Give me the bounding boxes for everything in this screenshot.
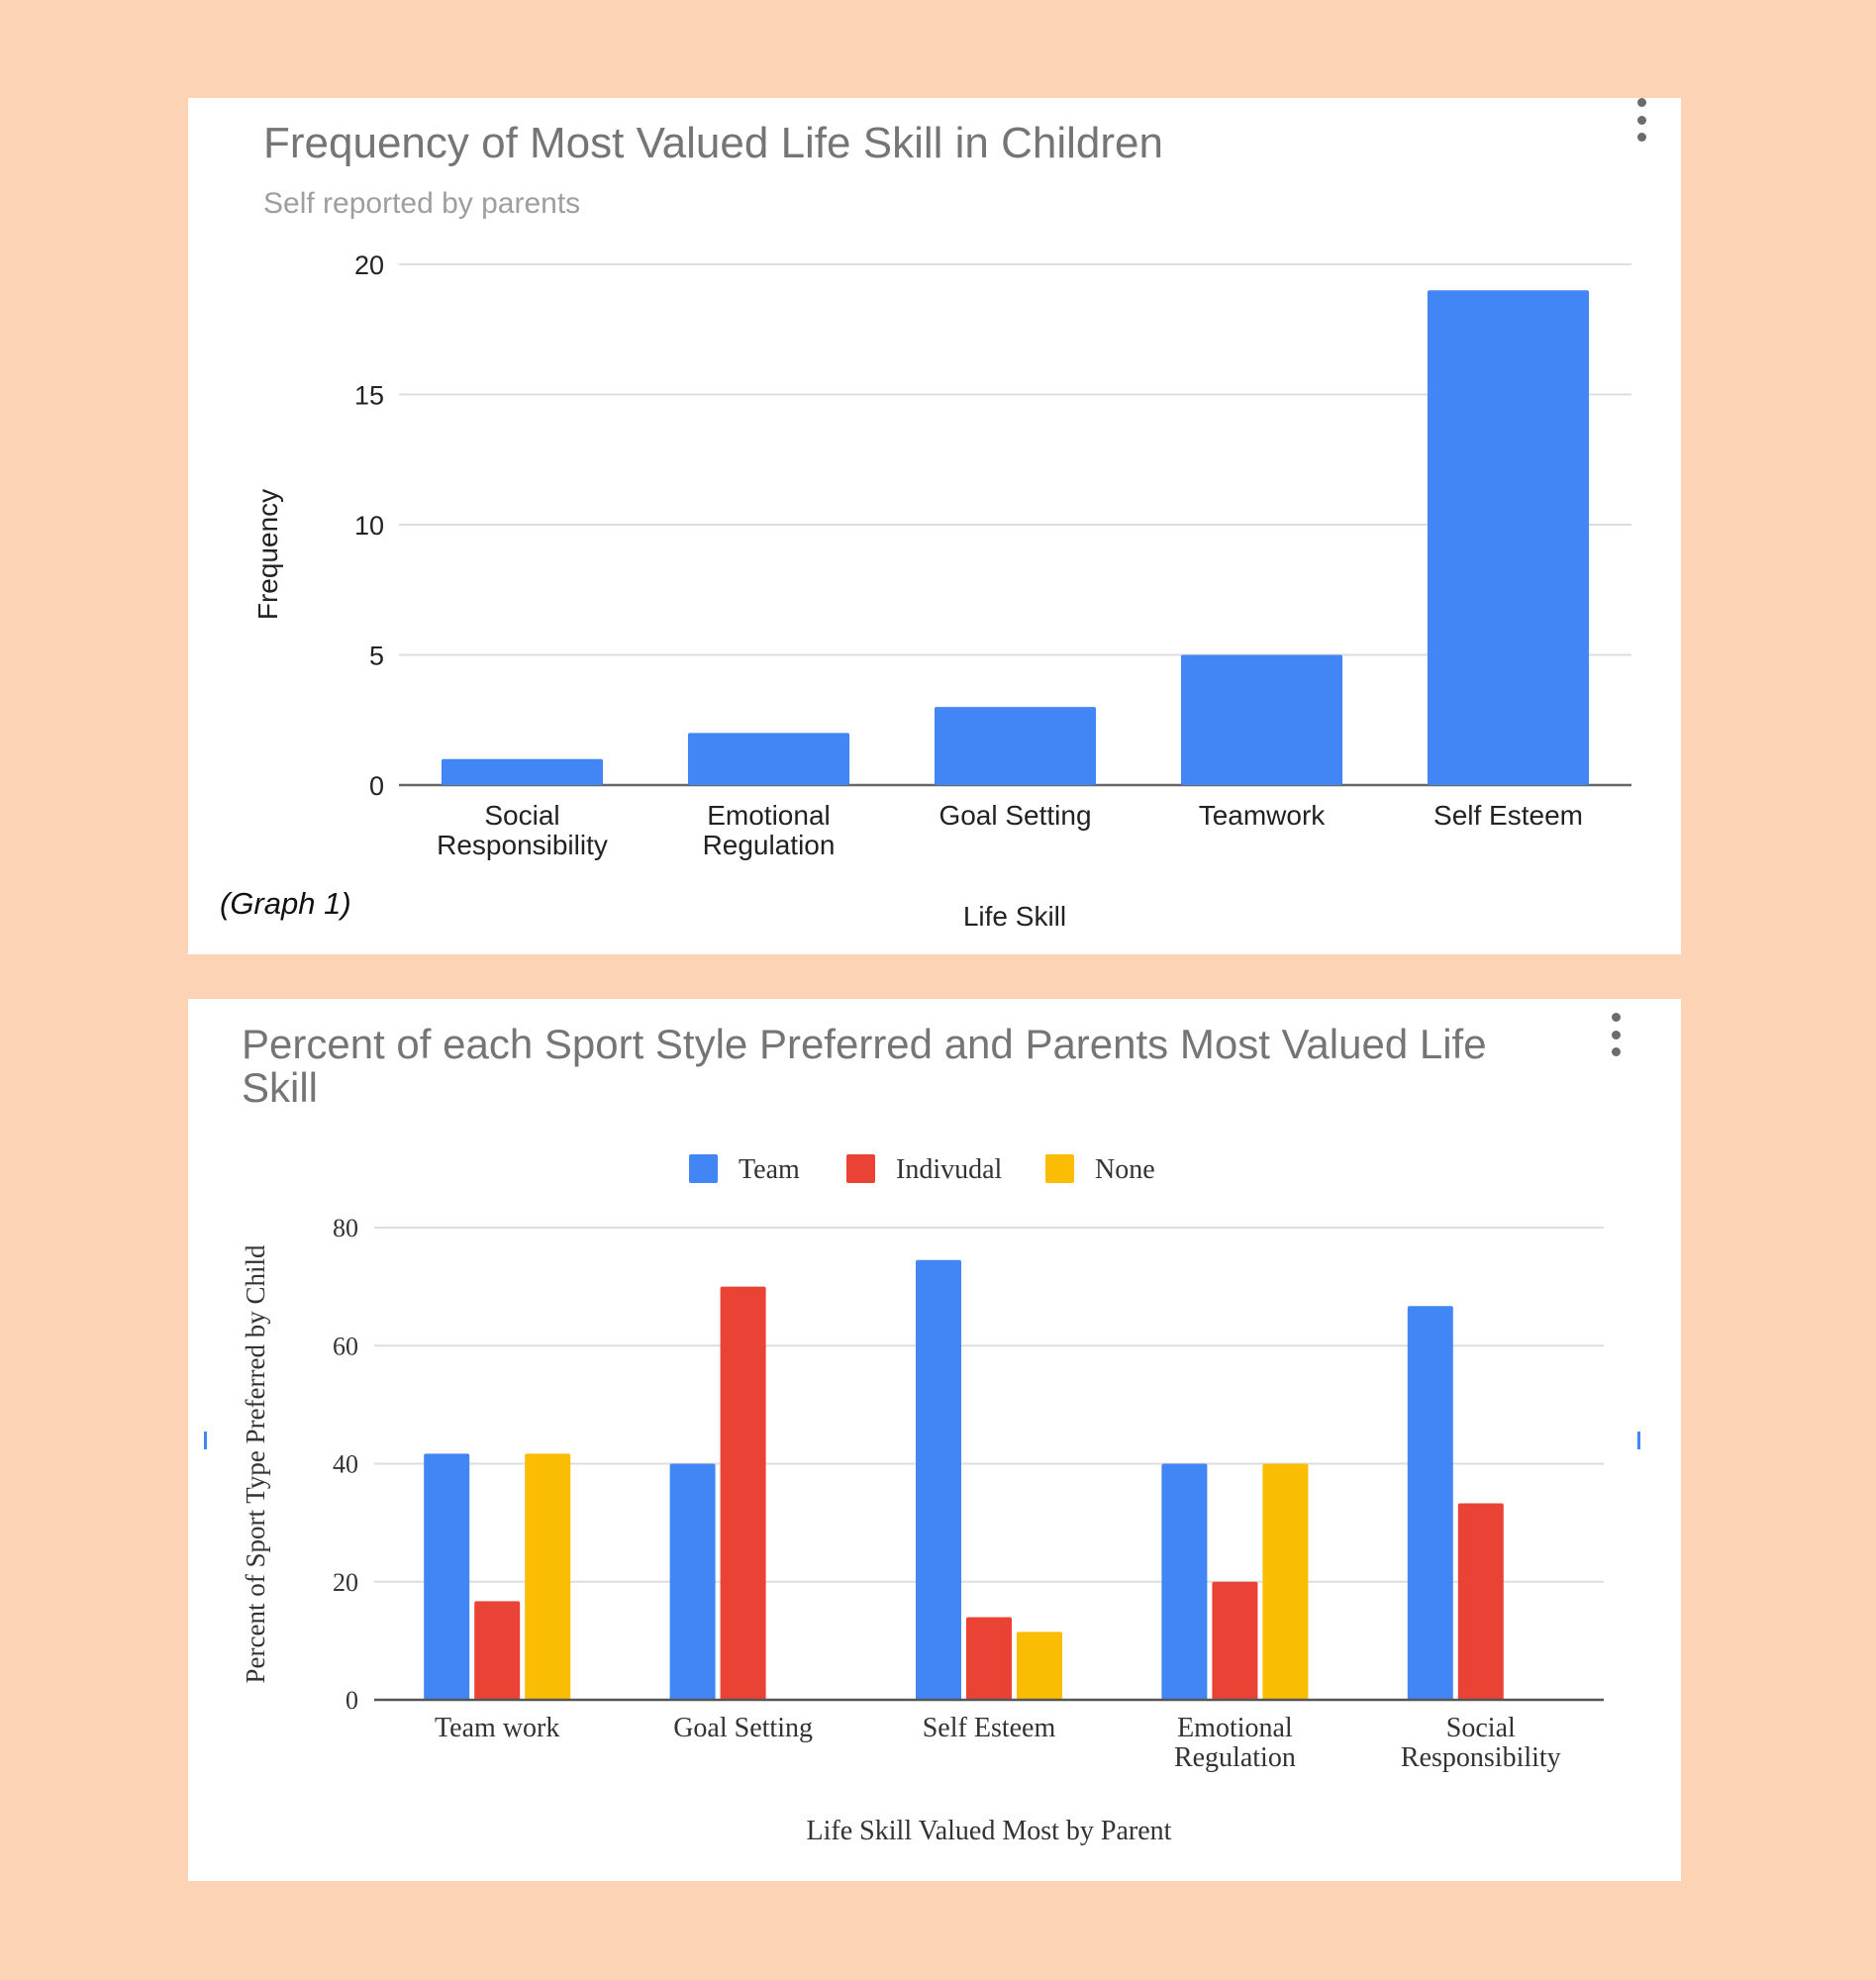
x-axis-label: Life Skill: [963, 901, 1066, 932]
legend-swatch: [1045, 1154, 1074, 1183]
chart-card-sport-style: Percent of each Sport Style Preferred an…: [188, 999, 1681, 1881]
y-tick-label: 10: [354, 511, 384, 541]
more-vert-icon[interactable]: [1610, 1013, 1622, 1056]
bar: [1017, 1632, 1062, 1700]
legend-label: Indivudal: [896, 1154, 1003, 1185]
x-axis-label: Life Skill Valued Most by Parent: [807, 1816, 1172, 1846]
x-tick-label: Self Esteem: [923, 1713, 1056, 1743]
chart-card-frequency: Frequency of Most Valued Life Skill in C…: [188, 98, 1681, 954]
y-tick-label: 15: [354, 381, 384, 411]
y-tick-label: 5: [369, 642, 384, 671]
x-tick-label: Social Responsibility: [1401, 1713, 1561, 1773]
frequency-chart: Frequency of Most Valued Life Skill in C…: [220, 119, 1631, 932]
legend-swatch: [846, 1154, 875, 1183]
x-tick-label: Teamwork: [1199, 800, 1327, 831]
y-tick-label: 80: [333, 1214, 358, 1242]
bar: [934, 707, 1097, 785]
x-tick-label: Goal Setting: [673, 1713, 813, 1743]
bar: [1180, 654, 1343, 785]
bar: [1427, 290, 1590, 785]
bar: [1212, 1581, 1258, 1700]
chart-subtitle: Self reported by parents: [263, 187, 580, 220]
bar: [1407, 1306, 1453, 1700]
x-tick-label: Team work: [435, 1713, 559, 1743]
bar: [1262, 1463, 1309, 1700]
x-tick-label: Emotional Regulation: [703, 800, 836, 860]
bar: [1457, 1503, 1504, 1700]
resize-handle-right[interactable]: [1637, 1432, 1640, 1449]
graph-caption: (Graph 1): [220, 886, 351, 921]
x-tick-label: Emotional Regulation: [1174, 1713, 1296, 1773]
y-tick-label: 60: [333, 1332, 358, 1360]
y-tick-label: 0: [369, 771, 384, 801]
x-tick-label: Self Esteem: [1433, 800, 1583, 831]
x-tick-label: Goal Setting: [938, 800, 1091, 831]
y-tick-label: 0: [346, 1686, 358, 1715]
y-tick-label: 40: [333, 1450, 358, 1479]
y-axis-label: Percent of Sport Type Preferred by Child: [241, 1244, 270, 1684]
chart-title: Percent of each Sport Style Preferred an…: [242, 1021, 1487, 1111]
legend-label: None: [1095, 1154, 1155, 1185]
bar: [525, 1453, 571, 1700]
legend-label: Team: [739, 1154, 800, 1185]
legend-swatch: [689, 1154, 718, 1183]
y-axis-label: Frequency: [252, 489, 283, 620]
sport-style-chart: Percent of each Sport Style Preferred an…: [241, 1021, 1604, 1846]
bar: [669, 1463, 716, 1700]
x-tick-label: Social Responsibility: [437, 800, 608, 860]
bar: [424, 1453, 470, 1700]
y-tick-label: 20: [333, 1568, 358, 1597]
bar: [720, 1286, 766, 1700]
more-vert-icon[interactable]: [1635, 98, 1647, 142]
bar: [966, 1617, 1012, 1700]
bar: [474, 1601, 521, 1700]
resize-handle-left[interactable]: [204, 1432, 207, 1449]
y-tick-label: 20: [354, 250, 384, 280]
bar: [916, 1259, 961, 1700]
bar: [441, 758, 604, 785]
bar: [687, 733, 850, 785]
chart-title: Frequency of Most Valued Life Skill in C…: [263, 119, 1163, 167]
bar: [1161, 1463, 1208, 1700]
